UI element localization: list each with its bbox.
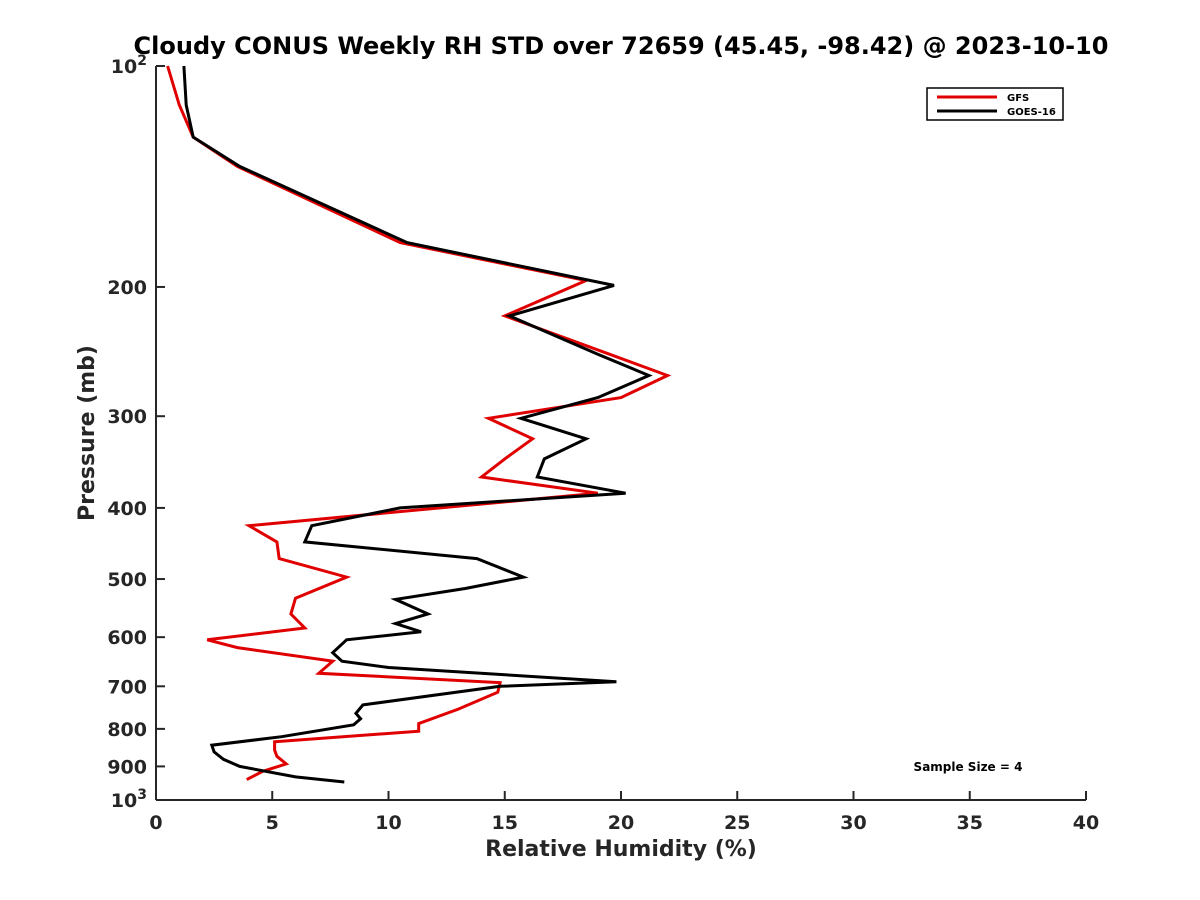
y-tick-label: 300 (107, 406, 147, 428)
x-tick-label: 35 (957, 812, 983, 834)
legend-label: GFS (1007, 93, 1029, 104)
x-tick-label: 40 (1073, 812, 1099, 834)
y-tick-label: 600 (107, 627, 147, 649)
x-tick-label: 30 (840, 812, 866, 834)
x-tick-label: 0 (149, 812, 162, 834)
x-tick-label: 10 (375, 812, 401, 834)
sample-size-annotation: Sample Size = 4 (914, 760, 1023, 774)
legend: GFS GOES-16 (926, 87, 1064, 121)
y-tick-label: 900 (107, 756, 147, 778)
series-line-0 (166, 65, 672, 781)
y-axis-label: Pressure (mb) (75, 345, 100, 521)
x-tick-label: 5 (266, 812, 279, 834)
y-tick-label: 800 (107, 719, 147, 741)
y-tick-label: 500 (107, 569, 147, 591)
x-axis-label: Relative Humidity (%) (485, 837, 757, 862)
y-tick-label: 102 (111, 53, 147, 78)
y-tick-label: 700 (107, 676, 147, 698)
y-tick-label: 400 (107, 498, 147, 520)
axes: 0 5 10 15 20 25 30 35 40 102 200 300 400 500 600 700 800… (107, 53, 1099, 834)
legend-box (926, 87, 1064, 121)
chart-title: Cloudy CONUS Weekly RH STD over 72659 (4… (134, 32, 1109, 60)
x-tick-label: 20 (608, 812, 634, 834)
y-tick-label: 200 (107, 277, 147, 299)
legend-label: GOES-16 (1007, 107, 1056, 118)
series-line-1 (182, 65, 653, 784)
x-tick-label: 25 (724, 812, 750, 834)
y-tick-label: 103 (111, 787, 147, 812)
plot-area (166, 65, 672, 784)
x-tick-label: 15 (492, 812, 518, 834)
